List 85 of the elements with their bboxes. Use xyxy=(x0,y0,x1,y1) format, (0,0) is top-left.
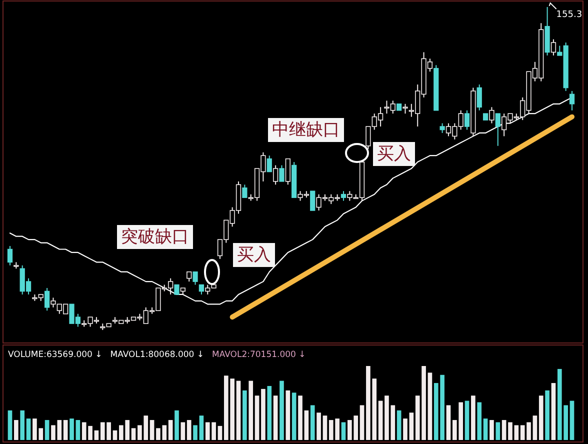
bar xyxy=(496,422,500,440)
candlestick xyxy=(273,164,278,186)
bar xyxy=(94,430,99,440)
bar xyxy=(514,425,519,440)
bar xyxy=(464,400,470,440)
bar xyxy=(70,418,74,440)
candlestick xyxy=(174,284,180,295)
bar xyxy=(396,410,402,440)
annotation: 中继缺口 xyxy=(272,120,340,140)
bar xyxy=(286,390,290,440)
candlestick xyxy=(340,190,346,202)
bar xyxy=(254,396,260,440)
candlestick xyxy=(464,110,470,130)
candlestick xyxy=(569,90,575,111)
bar xyxy=(112,430,118,440)
bar xyxy=(471,396,476,440)
bar xyxy=(310,405,315,440)
candlestick xyxy=(198,284,204,295)
bar xyxy=(273,396,278,440)
bar xyxy=(322,416,328,440)
bar xyxy=(477,402,482,440)
bar xyxy=(551,383,556,440)
bar xyxy=(8,410,12,440)
bar xyxy=(26,418,31,440)
bar xyxy=(63,420,68,440)
candlestick xyxy=(489,106,494,124)
bar xyxy=(20,410,25,440)
bar xyxy=(131,428,136,440)
bar xyxy=(508,422,512,440)
bar xyxy=(218,426,222,440)
bar xyxy=(174,410,179,440)
text: VOLUME:63569.000 ↓ xyxy=(8,350,102,360)
candlestick xyxy=(242,184,248,198)
candlestick xyxy=(266,155,272,172)
candlestick xyxy=(440,122,445,134)
bar xyxy=(545,390,550,440)
bar xyxy=(403,418,408,440)
candlestick xyxy=(495,113,500,146)
bar xyxy=(316,412,321,440)
bar xyxy=(168,420,173,440)
candlestick xyxy=(402,103,408,114)
bar xyxy=(570,400,574,440)
bar xyxy=(378,400,383,440)
candlestick xyxy=(550,38,556,56)
bar xyxy=(304,410,309,440)
bar xyxy=(150,420,154,440)
annotation: 突破缺口 xyxy=(121,227,189,247)
bar xyxy=(76,420,80,440)
bar xyxy=(199,416,204,440)
candlestick xyxy=(7,246,13,266)
bar xyxy=(186,420,192,440)
bar xyxy=(409,412,414,440)
bar xyxy=(193,425,198,440)
bar xyxy=(261,388,266,440)
bar xyxy=(14,420,18,440)
candlestick xyxy=(186,271,192,282)
bar xyxy=(267,386,272,440)
bar xyxy=(298,396,302,440)
candlestick xyxy=(279,164,284,182)
bar xyxy=(446,405,451,440)
text: MAVOL1:80068.000 ↓ xyxy=(110,350,204,360)
bar xyxy=(292,392,296,440)
bar xyxy=(538,396,544,440)
candlestick xyxy=(192,271,198,286)
text: MAVOL2:70151.000 ↓ xyxy=(212,350,306,360)
candlestick xyxy=(285,158,290,186)
annotation: 155.3 xyxy=(556,10,582,20)
bar xyxy=(483,418,488,440)
bar xyxy=(280,380,284,440)
bar xyxy=(341,422,346,440)
candlestick xyxy=(310,190,316,211)
candlestick xyxy=(476,84,482,111)
annotation: 买入 xyxy=(377,144,411,164)
bar xyxy=(242,390,247,440)
bar xyxy=(360,405,364,440)
bar xyxy=(532,416,538,440)
bar xyxy=(44,420,50,440)
bar xyxy=(428,372,432,440)
candlestick xyxy=(44,288,50,312)
bar xyxy=(490,420,494,440)
bar xyxy=(248,380,254,440)
bar xyxy=(180,422,186,440)
bar xyxy=(236,380,241,440)
annotation: 买入 xyxy=(237,245,271,265)
bar xyxy=(502,420,506,440)
